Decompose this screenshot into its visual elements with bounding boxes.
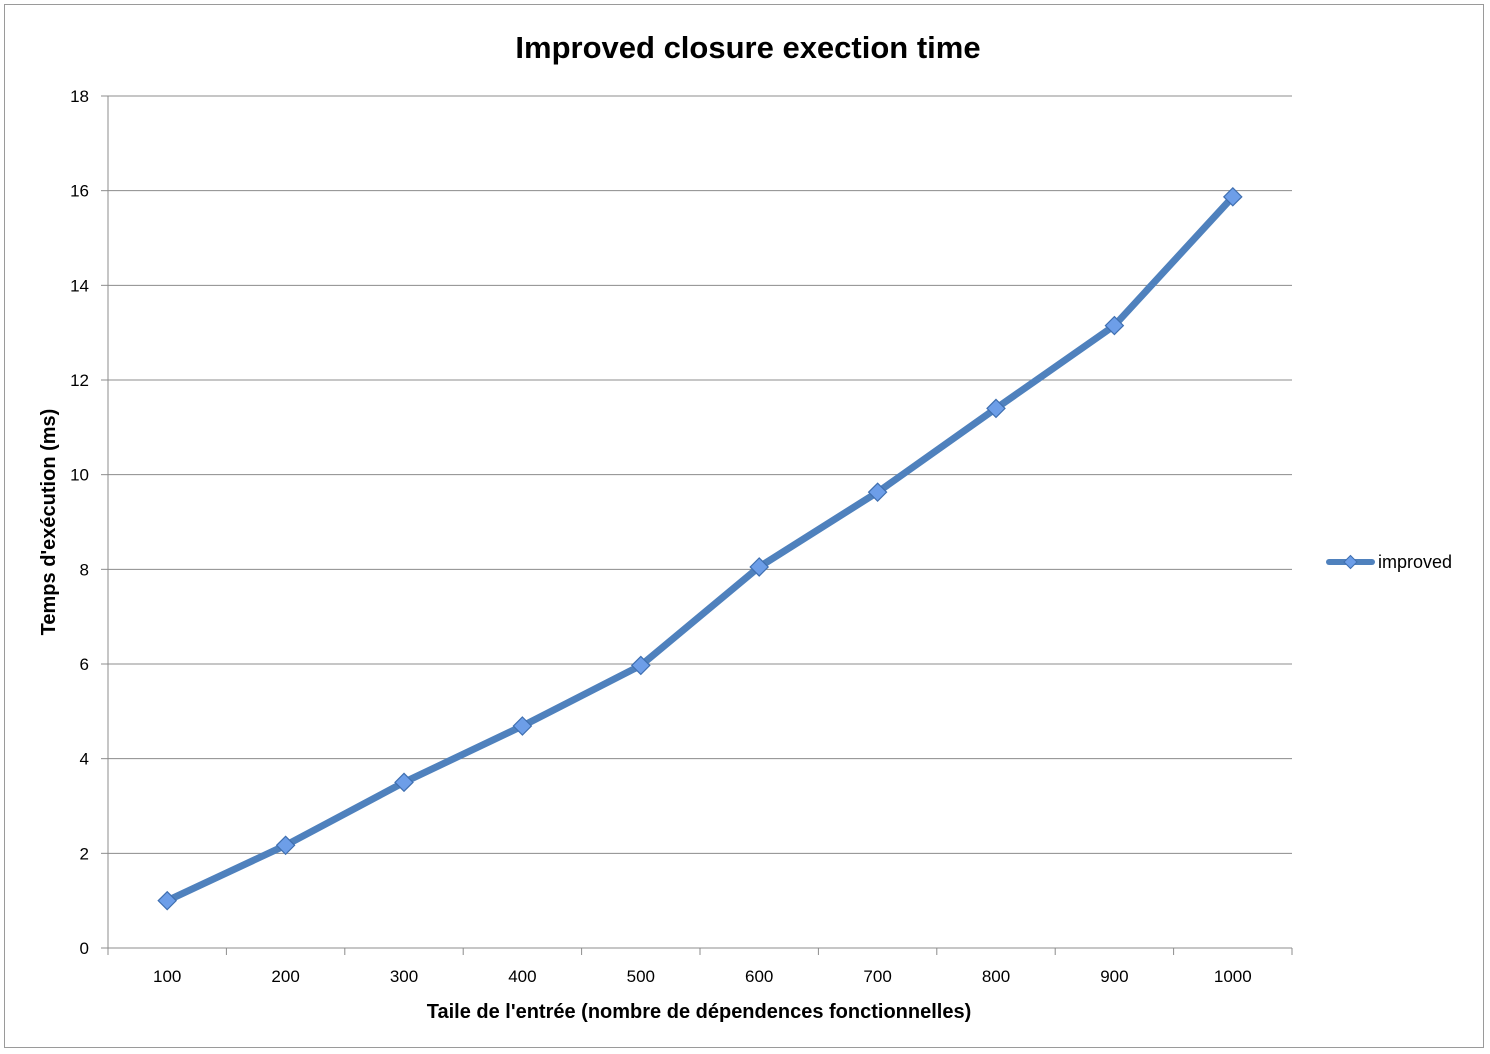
- x-tick-label: 400: [508, 967, 536, 986]
- y-tick-label: 2: [80, 844, 89, 863]
- series-line: [163, 193, 1237, 905]
- y-tick-label: 14: [70, 276, 89, 295]
- y-tick-label: 12: [70, 371, 89, 390]
- y-tick-label: 8: [80, 560, 89, 579]
- data-point: [867, 482, 888, 503]
- data-point: [512, 716, 533, 736]
- chart-frame: [4, 4, 1484, 1048]
- y-tick-label: 18: [70, 87, 89, 106]
- data-point: [394, 772, 414, 793]
- y-tick-label: 6: [80, 655, 89, 674]
- x-tick-label: 100: [153, 967, 181, 986]
- data-point: [749, 557, 770, 577]
- data-point: [275, 835, 296, 856]
- legend: improved: [1326, 552, 1452, 572]
- y-axis-ticks: 0 2 4 6 8 10 12 14 16 18: [70, 87, 108, 958]
- x-tick-label: 700: [863, 967, 891, 986]
- data-point: [157, 890, 178, 911]
- x-tick-label: 300: [390, 967, 418, 986]
- data-point: [1104, 315, 1125, 336]
- x-axis-title: Taile de l'entrée (nombre de dépendences…: [427, 1001, 972, 1023]
- series-improved: [157, 186, 1243, 911]
- y-axis-title: Temps d'exécution (ms): [38, 409, 60, 636]
- x-tick-label: 800: [982, 967, 1010, 986]
- legend-label: improved: [1378, 552, 1452, 572]
- x-tick-label: 600: [745, 967, 773, 986]
- axes: [107, 96, 1292, 949]
- x-axis-ticks: 100 200 300 400 500 600 700 800 900 1000: [107, 948, 1293, 986]
- data-point: [1222, 186, 1243, 207]
- data-point: [630, 655, 651, 676]
- x-tick-label: 500: [627, 967, 655, 986]
- y-tick-label: 16: [70, 182, 89, 201]
- chart-title: Improved closure exection time: [515, 30, 980, 65]
- x-tick-label: 1000: [1214, 967, 1252, 986]
- legend-marker: [1343, 554, 1358, 570]
- y-tick-label: 10: [70, 466, 89, 485]
- y-tick-label: 4: [80, 750, 89, 769]
- y-tick-label: 0: [80, 939, 89, 958]
- x-tick-label: 900: [1100, 967, 1128, 986]
- gridlines: [108, 95, 1292, 854]
- x-tick-label: 200: [271, 967, 299, 986]
- data-point: [986, 398, 1006, 419]
